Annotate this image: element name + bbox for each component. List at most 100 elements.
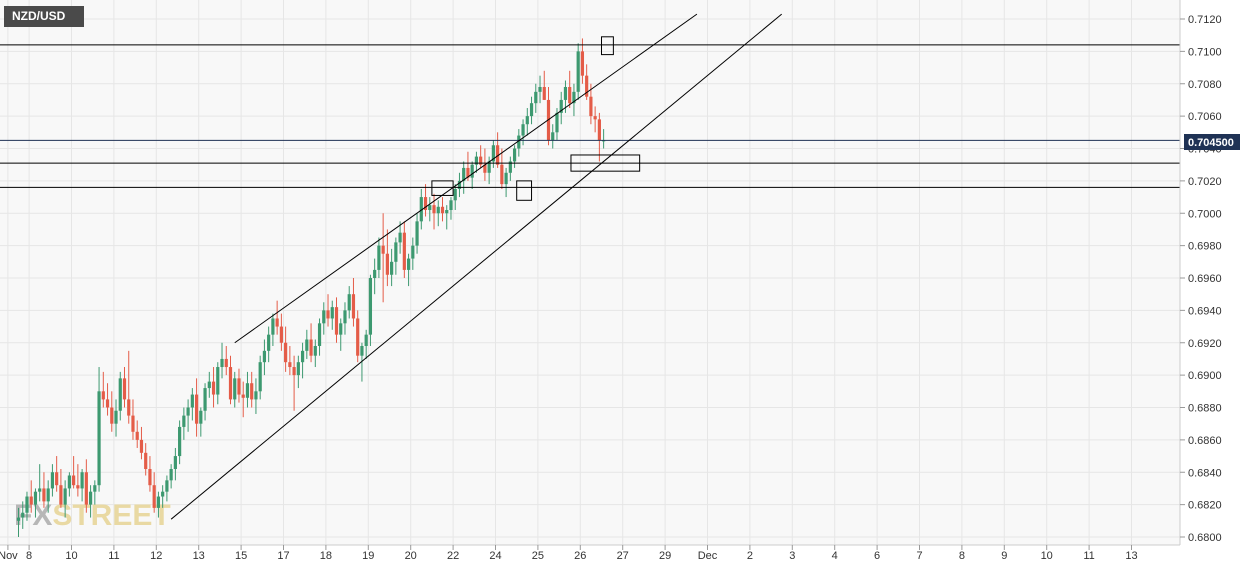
candle bbox=[250, 371, 254, 408]
candle bbox=[67, 472, 71, 497]
candle bbox=[194, 378, 199, 437]
x-tick-label: 4 bbox=[832, 550, 838, 562]
current-price-badge: 0.704500 bbox=[1184, 134, 1240, 150]
x-tick-label: 2 bbox=[747, 550, 753, 562]
candle bbox=[326, 294, 330, 327]
x-tick-label: 20 bbox=[405, 550, 417, 562]
candle bbox=[161, 485, 165, 508]
candle bbox=[487, 156, 491, 185]
candle bbox=[347, 286, 351, 319]
candle bbox=[46, 480, 50, 513]
candle bbox=[29, 480, 33, 513]
candle bbox=[496, 132, 500, 168]
candle bbox=[436, 200, 440, 227]
x-tick-label: Dec bbox=[698, 550, 718, 562]
x-tick-label: 19 bbox=[362, 550, 374, 562]
candle bbox=[398, 221, 402, 254]
candle bbox=[568, 70, 572, 109]
candle bbox=[199, 407, 203, 437]
candle bbox=[173, 447, 177, 481]
candle bbox=[419, 188, 423, 230]
candle bbox=[16, 507, 21, 537]
x-tick-label: 8 bbox=[26, 550, 32, 562]
candle bbox=[228, 355, 233, 405]
candle bbox=[190, 388, 194, 421]
candle bbox=[462, 161, 466, 194]
candle bbox=[466, 151, 470, 181]
right-axis-background bbox=[1180, 0, 1245, 545]
candle bbox=[474, 151, 479, 173]
candle bbox=[351, 278, 356, 327]
candle bbox=[156, 491, 161, 518]
candle bbox=[21, 501, 25, 529]
candle bbox=[415, 213, 419, 254]
x-tick-label: 7 bbox=[916, 550, 922, 562]
candle bbox=[394, 237, 398, 275]
candle bbox=[97, 367, 101, 492]
candles bbox=[16, 38, 606, 537]
x-tick-label: 13 bbox=[193, 550, 205, 562]
x-axis-ticks: Nov 8 10 11 12 13 15 17 18 19 20 22 24 25 26 27 29 Dec 2 3 4… bbox=[0, 545, 1138, 562]
candle bbox=[131, 399, 135, 440]
candle bbox=[589, 83, 593, 125]
candle bbox=[534, 83, 538, 113]
candle bbox=[411, 237, 415, 270]
candle bbox=[88, 485, 93, 518]
candle bbox=[449, 197, 453, 220]
candle bbox=[296, 355, 300, 389]
candle bbox=[144, 443, 148, 476]
y-tick-label: 0.6940 bbox=[1188, 305, 1222, 317]
y-tick-label: 0.6960 bbox=[1188, 273, 1222, 285]
candle bbox=[432, 193, 436, 230]
candle bbox=[580, 38, 585, 84]
candle bbox=[538, 75, 542, 104]
annotation-boxes bbox=[431, 36, 641, 201]
y-tick-label: 0.7020 bbox=[1188, 176, 1222, 188]
candle bbox=[364, 329, 368, 359]
x-tick-label: 12 bbox=[150, 550, 162, 562]
candle bbox=[241, 381, 245, 418]
candle bbox=[406, 253, 411, 287]
candle bbox=[457, 172, 462, 198]
y-axis-ticks: 0.71200.71000.70800.70600.70400.70200.70… bbox=[1180, 14, 1222, 544]
candle bbox=[377, 237, 381, 278]
candle bbox=[135, 420, 139, 448]
candle bbox=[428, 197, 432, 222]
x-tick-label: 10 bbox=[65, 550, 77, 562]
candle bbox=[207, 371, 211, 398]
candle bbox=[139, 426, 144, 460]
candle bbox=[356, 310, 360, 363]
candle bbox=[572, 83, 576, 117]
candle bbox=[84, 459, 88, 513]
candle bbox=[275, 300, 279, 335]
candle bbox=[360, 342, 364, 382]
candle bbox=[508, 156, 512, 181]
candle bbox=[220, 342, 224, 379]
y-tick-label: 0.6880 bbox=[1188, 403, 1222, 415]
x-tick-label: 22 bbox=[447, 550, 459, 562]
candle bbox=[593, 106, 597, 133]
candle bbox=[262, 339, 267, 376]
candle bbox=[517, 129, 521, 157]
candle bbox=[216, 362, 220, 405]
y-tick-label: 0.6820 bbox=[1188, 500, 1222, 512]
x-tick-label: 27 bbox=[617, 550, 629, 562]
x-tick-label: 13 bbox=[1125, 550, 1137, 562]
candle bbox=[551, 124, 555, 149]
x-tick-label: 8 bbox=[959, 550, 965, 562]
candle bbox=[110, 391, 114, 432]
candle bbox=[512, 145, 517, 168]
candle bbox=[284, 326, 288, 372]
candle bbox=[33, 488, 38, 518]
candle bbox=[440, 197, 445, 222]
candle bbox=[186, 399, 190, 432]
candle bbox=[381, 213, 385, 303]
x-tick-label: 15 bbox=[235, 550, 247, 562]
trend-line bbox=[170, 13, 783, 520]
candle bbox=[178, 420, 182, 465]
candle bbox=[122, 367, 127, 408]
grid bbox=[0, 0, 1180, 545]
candle bbox=[76, 464, 80, 497]
